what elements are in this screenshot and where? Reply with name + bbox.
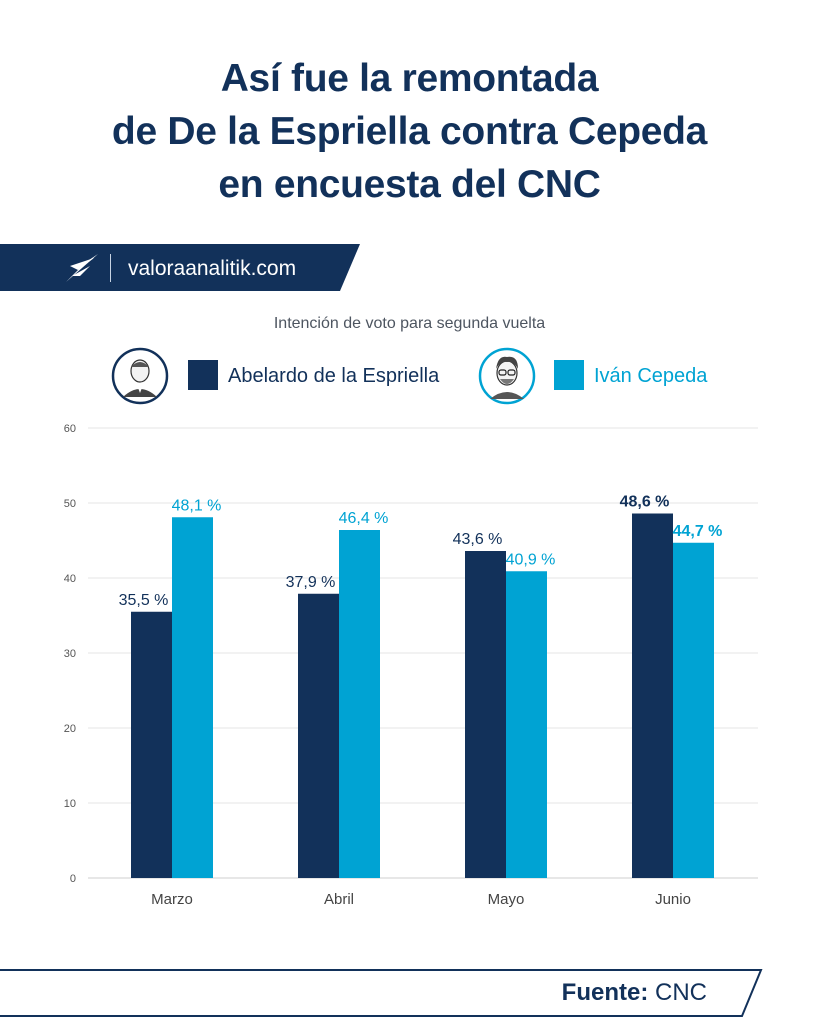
x-tick-label: Abril: [324, 891, 354, 908]
y-tick-label: 20: [64, 723, 76, 735]
chart-subtitle: Intención de voto para segunda vuelta: [273, 315, 546, 332]
legend-swatch-cepeda: [554, 360, 584, 390]
bar-cepeda: [172, 517, 213, 878]
data-label: 46,4 %: [339, 510, 389, 527]
title-line-3: en encuesta del CNC: [218, 163, 601, 206]
x-tick-label: Marzo: [151, 891, 193, 908]
bar-cepeda: [506, 571, 547, 878]
data-label: 48,6 %: [620, 494, 670, 511]
person-portrait-icon: [478, 347, 536, 405]
title-line-1: Así fue la remontada: [220, 57, 599, 100]
x-tick-label: Mayo: [488, 891, 525, 908]
y-tick-label: 0: [70, 873, 76, 885]
person-portrait-icon: [111, 347, 169, 405]
y-tick-label: 30: [64, 648, 76, 660]
y-tick-label: 10: [64, 798, 76, 810]
bar-espriella: [632, 513, 673, 878]
legend-label-cepeda: Iván Cepeda: [594, 365, 708, 387]
data-label: 35,5 %: [119, 592, 169, 609]
brand-url[interactable]: valoraanalitik.com: [128, 257, 297, 280]
source-value: CNC: [655, 979, 707, 1006]
x-tick-label: Junio: [655, 891, 691, 908]
data-label: 40,9 %: [506, 551, 556, 568]
bar-cepeda: [673, 542, 714, 878]
legend-swatch-espriella: [188, 360, 218, 390]
bar-chart: 0 10 20 30 40 50 60 35,5 % 48,1 % Marzo 37,9 % 46,4…: [64, 423, 758, 908]
bar-cepeda: [339, 530, 380, 878]
legend-label-espriella: Abelardo de la Espriella: [228, 365, 440, 387]
valora-logo-icon: [66, 254, 98, 282]
bar-espriella: [465, 551, 506, 878]
brand-banner: [0, 244, 360, 291]
brand-separator: [110, 254, 111, 282]
title-line-2: de De la Espriella contra Cepeda: [111, 110, 708, 153]
bar-espriella: [131, 611, 172, 878]
page-title: Así fue la remontada de De la Espriella …: [0, 52, 819, 211]
data-label: 43,6 %: [453, 531, 503, 548]
data-label: 48,1 %: [172, 497, 222, 514]
source-note: Fuente: CNC: [562, 978, 707, 1008]
brand-banner-shape: [0, 244, 360, 291]
y-tick-label: 60: [64, 423, 76, 435]
bar-espriella: [298, 593, 339, 878]
y-tick-label: 50: [64, 498, 76, 510]
data-label: 37,9 %: [286, 574, 336, 591]
data-label: 44,7 %: [673, 523, 723, 540]
source-label: Fuente:: [561, 979, 649, 1006]
y-tick-label: 40: [64, 573, 76, 585]
